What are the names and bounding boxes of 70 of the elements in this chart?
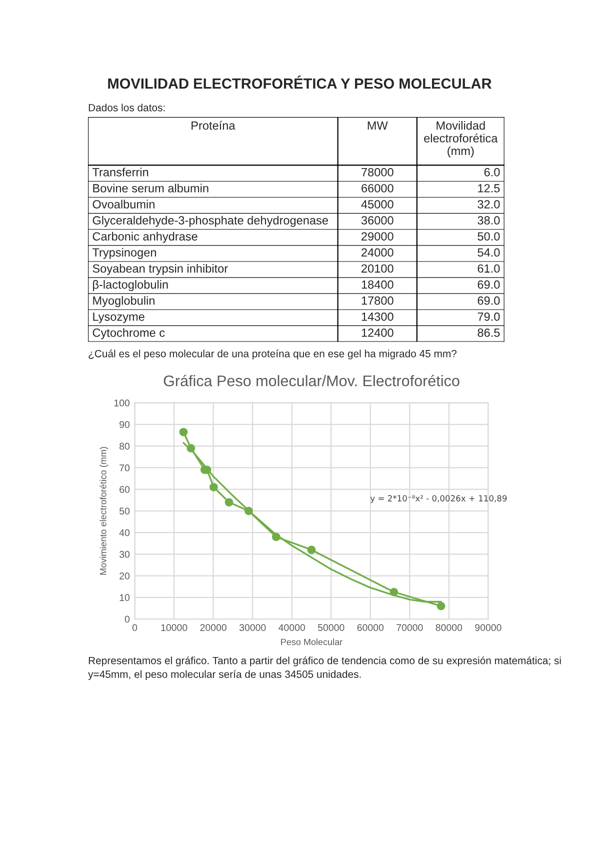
point xyxy=(436,602,446,610)
y-tick-label: 40 xyxy=(119,529,130,536)
y-tick-label: 10 xyxy=(120,594,130,602)
data-label: 61.0 xyxy=(478,264,500,273)
data-label: 50.0 xyxy=(478,232,500,241)
x-axis-title: Peso Molecular xyxy=(281,638,342,646)
data-label: 12400 xyxy=(362,328,394,337)
x-tick-label: 90000 xyxy=(475,624,502,632)
category-label: Carbonic anhydrase xyxy=(92,232,198,243)
data-label: 78000 xyxy=(362,168,394,176)
x-tick-label: 70000 xyxy=(396,624,423,632)
category-label: Lysozyme xyxy=(93,312,144,324)
category-label: Ovoalbumin xyxy=(92,200,154,208)
y-tick-label: 60 xyxy=(120,486,130,493)
annotation: y = 2*10⁻⁸x² - 0,0026x + 110,89 xyxy=(370,495,507,504)
y-tick-label: 0 xyxy=(124,616,130,623)
text: MOVILIDAD ELECTROFORÉTICA Y PESO MOLECULAR xyxy=(108,76,492,89)
x-tick-label: 0 xyxy=(132,624,138,632)
x-tick-label: 20000 xyxy=(200,624,226,632)
y-tick-label: 90 xyxy=(120,421,130,428)
data-label: 12.5 xyxy=(478,184,500,192)
data-label: 38.0 xyxy=(478,216,500,225)
x-tick-label: 10000 xyxy=(161,624,188,632)
point xyxy=(179,428,188,436)
data-label: 17800 xyxy=(362,296,394,305)
x-tick-label: 30000 xyxy=(239,624,266,632)
text: Representamos el gráfico. Tanto a partir del gráfico de tendencia como de su expresión matemática; si y=45mm, el peso molecular sería de unas 34505 unidades. xyxy=(88,656,561,680)
text: Proteína xyxy=(192,120,236,130)
category-label: Trypsinogen xyxy=(92,248,156,259)
data-label: 24000 xyxy=(362,248,394,257)
chart-title: Gráfica Peso molecular/Mov. Electroforético xyxy=(164,374,460,386)
text: Movilidad electroforética (mm) xyxy=(424,121,498,158)
data-label: 6.0 xyxy=(484,168,500,176)
category-label: β-lactoglobulin xyxy=(93,280,168,292)
y-tick-label: 70 xyxy=(120,464,130,472)
x-tick-label: 60000 xyxy=(357,624,384,632)
data-label: 45000 xyxy=(361,200,394,208)
data-label: 69.0 xyxy=(478,296,500,305)
category-label: Soyabean trypsin inhibitor xyxy=(92,264,228,276)
data-label: 36000 xyxy=(361,216,394,225)
point xyxy=(210,482,218,492)
category-label: Myoglobulin xyxy=(93,296,154,308)
data-label: 54.0 xyxy=(478,248,500,257)
data-label: 32.0 xyxy=(478,200,500,208)
y-axis-title: Movimiento electroforético (mm) xyxy=(100,447,108,575)
data-label: 69.0 xyxy=(478,280,500,289)
y-tick-label: 100 xyxy=(114,400,130,406)
point xyxy=(307,546,316,554)
text: ¿Cuál es el peso molecular de una proteína que en ese gel ha migrado 45 mm? xyxy=(88,350,457,360)
data-label: 18400 xyxy=(362,280,394,289)
y-tick-label: 30 xyxy=(119,550,130,558)
text: Dados los datos: xyxy=(88,104,165,112)
category-label: Bovine serum albumin xyxy=(93,184,208,192)
data-label: 14300 xyxy=(362,312,394,321)
category-label: Cytochrome c xyxy=(92,328,165,340)
category-label: Transferrin xyxy=(92,168,148,176)
data-label: 20100 xyxy=(362,264,394,273)
x-tick-label: 80000 xyxy=(436,624,462,632)
x-tick-label: 40000 xyxy=(278,624,305,632)
x-tick-label: 50000 xyxy=(318,624,344,632)
y-tick-label: 80 xyxy=(120,442,130,450)
y-tick-label: 20 xyxy=(120,572,130,580)
data-label: 66000 xyxy=(362,184,394,192)
category-label: Glyceraldehyde-3-phosphate dehydrogenase xyxy=(92,216,328,227)
data-label: 86.5 xyxy=(478,328,500,337)
point xyxy=(224,498,234,506)
y-tick-label: 50 xyxy=(119,508,130,515)
data-label: 79.0 xyxy=(478,312,500,321)
text: MW xyxy=(368,121,388,130)
data-label: 29000 xyxy=(362,232,394,241)
